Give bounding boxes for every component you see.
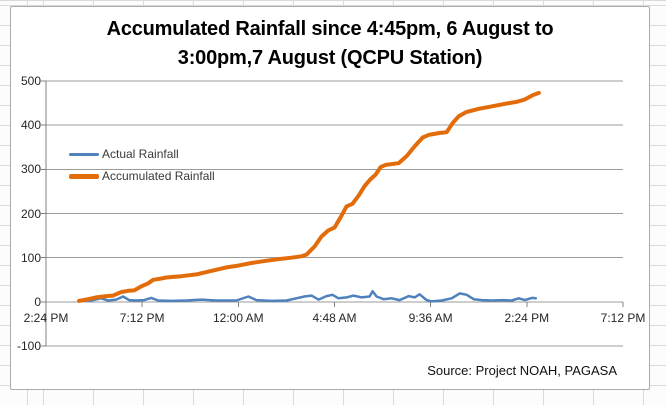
legend-label: Accumulated Rainfall	[102, 169, 215, 183]
chart-title-line2: 3:00pm,7 August (QCPU Station)	[177, 47, 483, 69]
legend-item-actual-rainfall[interactable]: Actual Rainfall	[69, 143, 215, 165]
plot-svg	[41, 80, 624, 347]
source-note: Source: Project NOAH, PAGASA	[427, 363, 617, 378]
legend[interactable]: Actual Rainfall Accumulated Rainfall	[69, 143, 215, 187]
rainfall-chart[interactable]: Accumulated Rainfall since 4:45pm, 6 Aug…	[10, 6, 650, 390]
chart-title: Accumulated Rainfall since 4:45pm, 6 Aug…	[11, 15, 649, 73]
x-axis-label: 9:36 AM	[408, 310, 453, 325]
y-axis-label: 500	[20, 74, 41, 88]
chart-title-line1: Accumulated Rainfall since 4:45pm, 6 Aug…	[106, 18, 554, 40]
legend-line-icon	[69, 173, 99, 179]
x-axis-label: 2:24 PM	[504, 310, 550, 325]
y-axis-label: 200	[20, 206, 41, 221]
legend-line-icon	[69, 152, 99, 156]
x-axis-label: 4:48 AM	[312, 310, 357, 325]
y-axis-label: -100	[16, 339, 41, 353]
y-axis-label: 300	[20, 162, 41, 177]
series-line-actual-rainfall	[77, 289, 538, 303]
legend-item-accumulated-rainfall[interactable]: Accumulated Rainfall	[69, 165, 215, 187]
x-axis-label: 2:24 PM	[23, 310, 69, 325]
y-axis-label: 400	[20, 118, 41, 133]
legend-label: Actual Rainfall	[102, 147, 179, 161]
y-axis-label: 0	[34, 294, 41, 309]
series-line-accumulated-rainfall	[77, 90, 541, 303]
x-axis-label: 7:12 PM	[600, 310, 646, 325]
y-axis-label: 100	[20, 250, 41, 265]
x-axis-label: 12:00 AM	[212, 310, 264, 325]
x-axis-label: 7:12 PM	[119, 310, 165, 325]
